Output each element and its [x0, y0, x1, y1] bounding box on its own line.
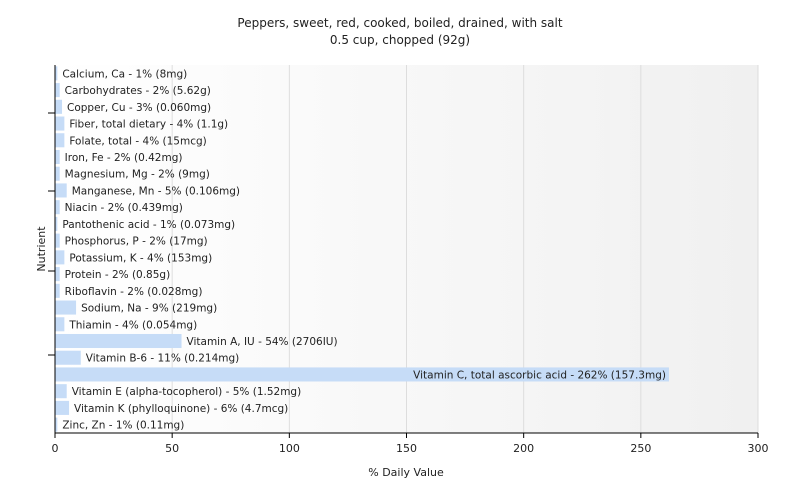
x-tick-label: 200 — [513, 442, 534, 455]
bar-label: Copper, Cu - 3% (0.060mg) — [67, 102, 211, 114]
x-tick-label: 100 — [279, 442, 300, 455]
bar-label: Vitamin B-6 - 11% (0.214mg) — [86, 353, 240, 365]
bar — [55, 233, 60, 248]
bar-label: Vitamin C, total ascorbic acid - 262% (1… — [413, 369, 666, 381]
bar — [55, 384, 67, 399]
bar-label: Magnesium, Mg - 2% (9mg) — [65, 169, 210, 181]
bar-label: Pantothenic acid - 1% (0.073mg) — [62, 219, 235, 231]
bar-label: Sodium, Na - 9% (219mg) — [81, 303, 217, 315]
bar-label: Phosphorus, P - 2% (17mg) — [65, 236, 208, 248]
bar — [55, 333, 182, 349]
grid-lines — [171, 65, 759, 433]
chart-title: Peppers, sweet, red, cooked, boiled, dra… — [237, 16, 562, 30]
bar-label: Calcium, Ca - 1% (8mg) — [62, 68, 187, 80]
bar — [55, 250, 65, 265]
x-tick-label: 150 — [396, 442, 417, 455]
bar-label: Vitamin E (alpha-tocopherol) - 5% (1.52m… — [72, 386, 302, 398]
x-tick-label: 300 — [748, 442, 769, 455]
bar-label: Riboflavin - 2% (0.028mg) — [65, 286, 203, 298]
bar — [55, 417, 58, 432]
bar-label: Fiber, total dietary - 4% (1.1g) — [69, 119, 228, 131]
bar — [55, 300, 77, 315]
bar-label: Iron, Fe - 2% (0.42mg) — [65, 152, 183, 164]
bar-label: Manganese, Mn - 5% (0.106mg) — [72, 185, 240, 197]
bars — [55, 66, 669, 432]
bar — [55, 367, 669, 382]
bar — [55, 216, 58, 231]
bar — [55, 267, 60, 282]
x-tick-label: 50 — [165, 442, 179, 455]
bar — [55, 200, 60, 215]
bar — [55, 99, 63, 114]
x-tick-label: 0 — [52, 442, 59, 455]
chart-subtitle: 0.5 cup, chopped (92g) — [330, 33, 470, 47]
bar — [55, 149, 60, 165]
bar-labels: Calcium, Ca - 1% (8mg) Carbohydrates - 2%… — [62, 68, 666, 431]
bar — [55, 400, 70, 415]
bar-label: Thiamin - 4% (0.054mg) — [68, 319, 197, 331]
bar-label: Potassium, K - 4% (153mg) — [69, 252, 212, 264]
bar — [55, 317, 65, 332]
bar-label: Vitamin K (phylloquinone) - 6% (4.7mcg) — [74, 403, 288, 415]
bar — [55, 283, 60, 298]
bar — [55, 66, 58, 81]
y-axis-label: Nutrient — [35, 226, 48, 272]
bar-label: Folate, total - 4% (15mcg) — [69, 135, 206, 147]
x-axis-label: % Daily Value — [368, 466, 444, 479]
bar — [55, 116, 65, 131]
bar-label: Carbohydrates - 2% (5.62g) — [65, 85, 211, 97]
bar — [55, 166, 60, 181]
bar-label: Niacin - 2% (0.439mg) — [65, 202, 183, 214]
x-tick-label: 250 — [630, 442, 651, 455]
bar — [55, 83, 60, 98]
x-axis-ticks: 0 50 100 150 200 250 300 — [52, 433, 769, 455]
bar — [55, 350, 81, 365]
bar — [55, 133, 65, 148]
bar-label: Vitamin A, IU - 54% (2706IU) — [187, 336, 338, 348]
bar — [55, 183, 67, 198]
bar-label: Zinc, Zn - 1% (0.11mg) — [62, 420, 184, 432]
bar-label: Protein - 2% (0.85g) — [65, 269, 171, 281]
